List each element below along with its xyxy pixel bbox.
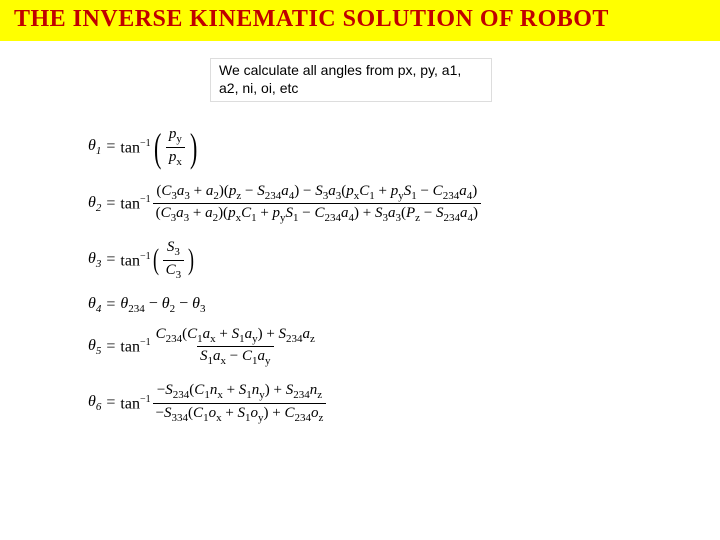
eq-op: =: [106, 394, 115, 412]
eq-lhs: θ4: [88, 295, 101, 315]
equation-row: θ5 = tan−1 C234(C1ax + S1ay) + S234az S1…: [88, 325, 668, 370]
eq-func: tan−1: [120, 194, 150, 213]
equations-block: θ1 = tan−1 ( py px ) θ2 = tan−1 (C3a3 + …: [88, 125, 668, 438]
paren-left-icon: (: [154, 136, 161, 160]
eq-denominator: −S334(C1ox + S1oy) + C234oz: [153, 403, 327, 426]
eq-lhs: θ5: [88, 337, 101, 357]
eq-func: tan−1: [120, 251, 150, 270]
eq-fraction: C234(C1ax + S1ay) + S234az S1ax − C1ay: [153, 325, 318, 370]
eq-denominator: (C3a3 + a2)(pxC1 + pyS1 − C234a4) + S3a3…: [153, 203, 481, 226]
paren-right-icon: ): [190, 136, 197, 160]
eq-lhs: θ3: [88, 250, 101, 270]
eq-denominator: C3: [163, 260, 185, 283]
slide-title: THE INVERSE KINEMATIC SOLUTION OF ROBOT: [0, 0, 720, 41]
equation-row: θ6 = tan−1 −S234(C1nx + S1ny) + S234nz −…: [88, 381, 668, 426]
eq-lhs: θ2: [88, 194, 101, 214]
eq-op: =: [106, 195, 115, 213]
slide-subtitle: We calculate all angles from px, py, a1,…: [210, 58, 492, 102]
equation-row: θ1 = tan−1 ( py px ): [88, 125, 668, 170]
eq-lhs: θ6: [88, 393, 101, 413]
equation-row: θ3 = tan−1 ( S3 C3 ): [88, 238, 668, 283]
eq-numerator: C234(C1ax + S1ay) + S234az: [153, 325, 318, 347]
eq-numerator: S3: [164, 238, 183, 260]
eq-op: =: [106, 251, 115, 269]
eq-func: tan−1: [120, 138, 150, 157]
equation-row: θ2 = tan−1 (C3a3 + a2)(pz − S234a4) − S3…: [88, 182, 668, 227]
eq-op: =: [106, 338, 115, 356]
eq-func: tan−1: [120, 337, 150, 356]
paren-right-icon: ): [188, 251, 194, 269]
eq-fraction: S3 C3: [163, 238, 185, 283]
equation-row: θ4 = θ234 − θ2 − θ3: [88, 295, 668, 315]
eq-fraction: (C3a3 + a2)(pz − S234a4) − S3a3(pxC1 + p…: [153, 182, 481, 227]
eq-fraction: −S234(C1nx + S1ny) + S234nz −S334(C1ox +…: [153, 381, 327, 426]
eq-numerator: py: [166, 125, 185, 147]
eq-fraction: py px: [166, 125, 185, 170]
eq-op: =: [106, 296, 115, 314]
paren-left-icon: (: [153, 251, 159, 269]
eq-plain: θ234 − θ2 − θ3: [120, 295, 205, 315]
eq-numerator: (C3a3 + a2)(pz − S234a4) − S3a3(pxC1 + p…: [153, 182, 480, 204]
eq-denominator: S1ax − C1ay: [197, 346, 273, 369]
eq-lhs: θ1: [88, 137, 101, 157]
eq-op: =: [106, 138, 115, 156]
eq-denominator: px: [166, 147, 185, 170]
eq-func: tan−1: [120, 394, 150, 413]
eq-numerator: −S234(C1nx + S1ny) + S234nz: [154, 381, 325, 403]
